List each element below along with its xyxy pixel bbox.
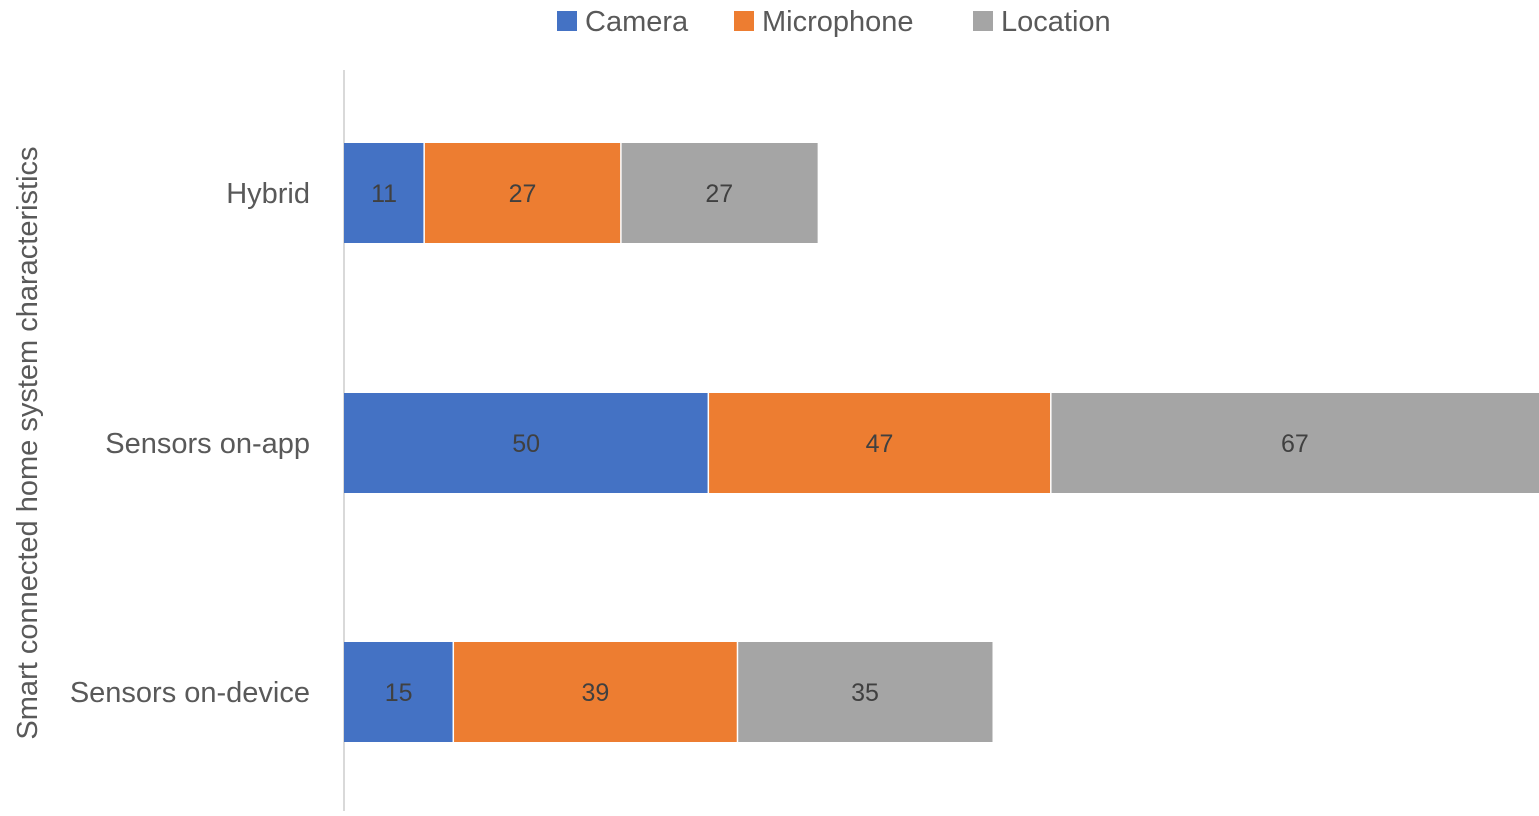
legend-swatch-microphone [734, 11, 754, 31]
legend-swatch-location [973, 11, 993, 31]
bar-sensors-on-device-location [737, 642, 993, 742]
bar-hybrid-camera [344, 143, 425, 243]
bar-sensors-on-app-location [1050, 393, 1539, 493]
bar-sensors-on-app-microphone [708, 393, 1051, 493]
bar-hybrid-microphone [424, 143, 621, 243]
category-label-sensors-on-device: Sensors on-device [70, 677, 310, 709]
data-label-sensors-on-device-location: 35 [851, 679, 879, 707]
data-label-hybrid-camera: 11 [371, 180, 397, 208]
data-label-sensors-on-app-location: 67 [1281, 430, 1309, 458]
legend: Camera Microphone Location [557, 6, 1111, 38]
bar-sensors-on-app-camera [344, 393, 709, 493]
category-label-sensors-on-app: Sensors on-app [105, 428, 310, 460]
data-label-sensors-on-device-microphone: 39 [581, 679, 609, 707]
y-axis-title: Smart connected home system characterist… [12, 146, 44, 739]
legend-label-microphone: Microphone [762, 6, 914, 38]
bar-hybrid-location [620, 143, 818, 243]
bars: 11 27 27 50 47 67 15 39 35 [344, 143, 1539, 742]
data-label-sensors-on-app-camera: 50 [512, 430, 540, 458]
legend-label-camera: Camera [585, 6, 689, 38]
bar-sensors-on-device-camera [344, 642, 454, 742]
category-label-hybrid: Hybrid [226, 178, 310, 210]
data-label-hybrid-microphone: 27 [509, 180, 537, 208]
bar-sensors-on-device-microphone [453, 642, 738, 742]
data-label-sensors-on-app-microphone: 47 [866, 430, 894, 458]
category-labels: Hybrid Sensors on-app Sensors on-device [70, 178, 310, 709]
plot-area: 11 27 27 50 47 67 15 39 35 Hybrid Sensors on-app S… [70, 70, 1539, 811]
legend-swatch-camera [557, 11, 577, 31]
legend-label-location: Location [1001, 6, 1111, 38]
data-label-hybrid-location: 27 [705, 180, 733, 208]
data-label-sensors-on-device-camera: 15 [385, 679, 413, 707]
